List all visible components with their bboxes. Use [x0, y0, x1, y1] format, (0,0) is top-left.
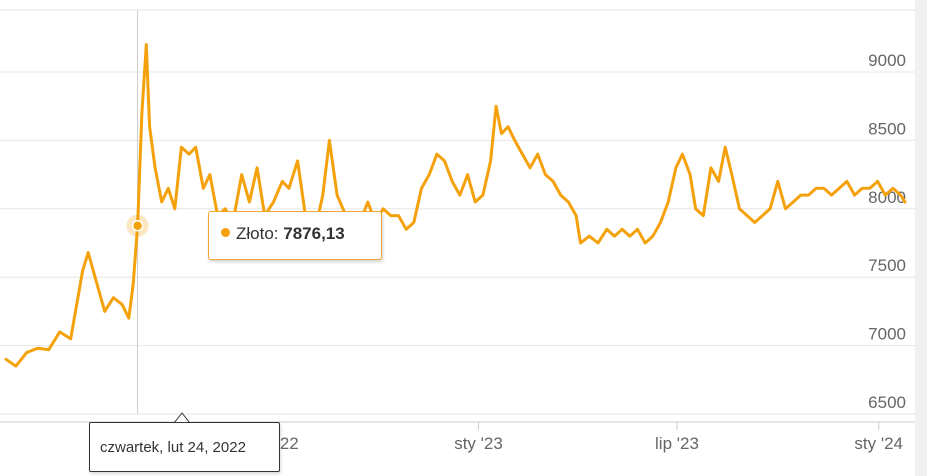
y-tick-label: 9000 — [868, 51, 906, 70]
hover-point[interactable] — [131, 219, 144, 232]
y-tick-label: 6500 — [868, 393, 906, 412]
y-tick-label: 8500 — [868, 119, 906, 138]
x-tick-label: sty '24 — [854, 434, 903, 453]
x-tick-label: sty '23 — [454, 434, 503, 453]
hover-marker — [126, 214, 149, 237]
gold-price-line[interactable] — [4, 43, 907, 368]
tooltip-series-label: Złoto: — [236, 224, 279, 243]
y-tick-label: 7500 — [868, 256, 906, 275]
x-tick-label: lip '23 — [655, 434, 699, 453]
y-tick-label: 7000 — [868, 325, 906, 344]
tooltip-value: 7876,13 — [283, 224, 345, 243]
series-dot-icon — [221, 228, 230, 237]
scrollbar-track[interactable] — [915, 0, 927, 476]
value-tooltip: Złoto: 7876,13 — [208, 211, 382, 260]
date-tooltip: czwartek, lut 24, 2022 — [89, 422, 280, 472]
tooltip-date: czwartek, lut 24, 2022 — [100, 439, 246, 456]
